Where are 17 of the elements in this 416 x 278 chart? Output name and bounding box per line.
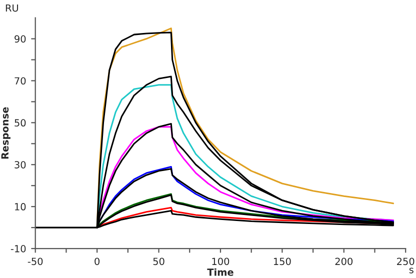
y-tick-label: 90 [14,35,26,43]
x-tick-label: -50 [28,258,43,266]
x-tick-label: 50 [153,258,164,266]
x-tick-label: 0 [94,258,100,266]
y-tick-label: 70 [14,77,26,85]
x-tick-label: 150 [274,258,291,266]
y-tick-label: 30 [14,161,26,168]
y-tick-label: 50 [14,119,26,127]
text: RU [6,4,18,12]
y-tick-label: 10 [15,203,26,210]
y-axis-title: Response [1,107,10,159]
x-axis-title: Time [207,268,234,276]
x-tick-label: 100 [212,258,230,266]
x-tick-label: 200 [335,258,353,266]
x-tick-label: 250 [397,258,414,266]
text: s [409,268,414,274]
y-tick-label: -10 [10,245,26,252]
